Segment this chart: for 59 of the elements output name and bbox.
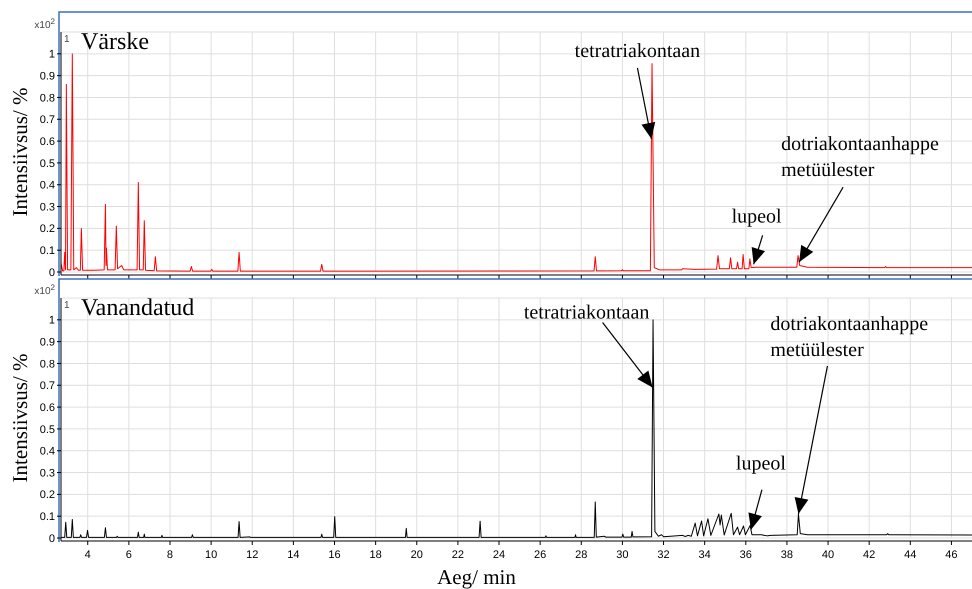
annotation: 1 (64, 34, 70, 45)
y-tick-label: 0.2 (40, 489, 55, 502)
x-tick-label: 38 (780, 549, 794, 561)
x-tick-label: 12 (246, 549, 258, 561)
x-tick-label: 20 (410, 549, 423, 561)
x-tick-label: 32 (657, 549, 670, 561)
x-tick-label: 14 (287, 549, 300, 561)
x-tick-label: 30 (616, 549, 629, 561)
y-tick-label: 0.7 (40, 114, 55, 126)
x-tick-label: 42 (863, 549, 876, 561)
y-tick-label: 0.8 (40, 92, 55, 104)
annotation: lupeol (736, 452, 786, 475)
y-tick-label: 0.3 (40, 467, 55, 480)
annotation: lupeol (732, 205, 782, 228)
x-tick-label: 34 (698, 549, 711, 561)
x-tick-label: 10 (204, 549, 218, 561)
x-tick-label: 6 (126, 549, 132, 561)
y-tick-label: 1 (48, 48, 55, 61)
x-tick-label: 4 (84, 549, 91, 561)
text: x10$^{2}$ (34, 282, 56, 297)
text: x10$^{2}$ (34, 16, 56, 31)
annotation: 1 (64, 300, 70, 311)
y-tick-label: 0 (48, 532, 55, 545)
x-tick-label: 16 (328, 549, 341, 561)
x-tick-label: 40 (822, 549, 834, 561)
y-tick-label: 0.3 (40, 201, 55, 214)
x-tick-label: 18 (370, 549, 382, 561)
x-tick-label: 26 (534, 549, 546, 561)
y-tick-label: 0.6 (40, 136, 55, 148)
y-tick-label: 0.2 (40, 223, 55, 236)
x-tick-label: 8 (166, 549, 174, 561)
x-axis-title: Aeg/ min (437, 565, 516, 589)
y-tick-label: 0.5 (40, 424, 55, 436)
x-tick-label: 24 (492, 549, 506, 561)
y-tick-label: 0.4 (40, 446, 55, 458)
y-tick-label: 0.6 (40, 402, 55, 414)
y-axis-title: Intensiivsus/ % (8, 354, 32, 482)
chart-title: Vanandatud (81, 295, 194, 321)
annotation: tetratriakontaan (574, 40, 700, 62)
y-axis-title: Intensiivsus/ % (8, 88, 32, 216)
y-tick-label: 0.7 (40, 380, 55, 392)
x-tick-label: 22 (452, 549, 464, 561)
x-tick-label: 46 (945, 549, 958, 561)
y-tick-label: 0.9 (40, 336, 55, 348)
y-tick-label: 0 (48, 266, 55, 279)
y-tick-label: 1 (48, 314, 55, 327)
y-tick-label: 0.8 (40, 358, 55, 370)
y-tick-label: 0.4 (40, 180, 55, 192)
annotation: dotriakontaanhappe metüülester (781, 133, 939, 182)
y-tick-label: 0.9 (40, 70, 55, 82)
y-tick-label: 0.1 (40, 245, 55, 258)
annotation: tetratriakontaan (524, 301, 650, 324)
annotation: dotriakontaanhappe metüülester (770, 313, 928, 361)
x-tick-label: 36 (740, 549, 752, 561)
x-tick-label: 28 (575, 549, 588, 561)
y-tick-label: 0.1 (40, 511, 55, 524)
y-tick-label: 0.5 (40, 158, 55, 170)
chart-title: Värske (81, 29, 149, 55)
x-tick-label: 44 (904, 549, 916, 561)
